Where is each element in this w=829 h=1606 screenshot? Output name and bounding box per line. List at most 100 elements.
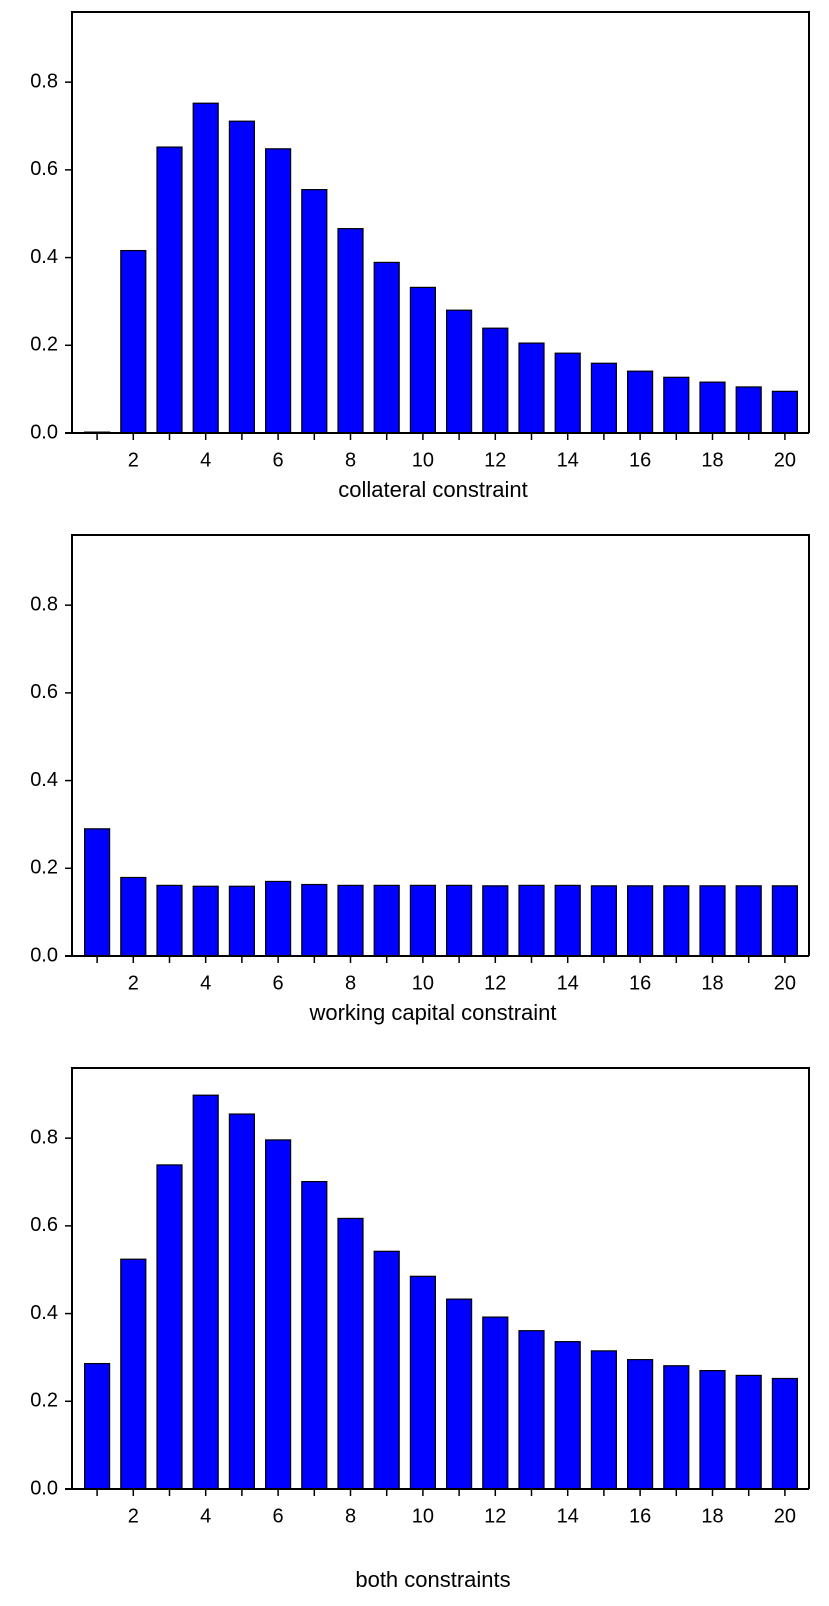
- y-tick-label: 0.4: [30, 246, 58, 268]
- bar: [446, 309, 473, 434]
- y-tick-label: 0.6: [30, 158, 58, 180]
- y-tick-label: 0.2: [30, 334, 58, 356]
- x-tick-label: 14: [557, 1505, 579, 1527]
- bar: [156, 1164, 183, 1490]
- x-tick-label: 16: [629, 972, 651, 994]
- frame: [71, 1067, 810, 1489]
- x-tick-label: 16: [629, 449, 651, 471]
- x-tick-label: 2: [128, 972, 139, 994]
- bar: [265, 1139, 292, 1490]
- y-tick-label: 0.4: [30, 769, 58, 791]
- bar: [590, 362, 618, 434]
- bar: [337, 228, 364, 434]
- x-tick-label: 12: [484, 449, 506, 471]
- x-tick-label: 20: [774, 1505, 796, 1527]
- bar: [373, 1250, 400, 1490]
- bar: [554, 352, 581, 434]
- x-tick-label: 18: [701, 972, 723, 994]
- y-tick-label: 0.0: [30, 1477, 58, 1499]
- bar: [409, 286, 436, 434]
- bar: [228, 120, 255, 434]
- bar: [265, 880, 292, 957]
- x-tick-label: 8: [345, 1505, 356, 1527]
- bar: [699, 381, 726, 434]
- bar: [554, 1341, 581, 1490]
- frame: [71, 11, 810, 433]
- bar: [446, 884, 473, 957]
- x-tick-label: 10: [412, 972, 434, 994]
- bar: [192, 885, 219, 957]
- bar: [337, 884, 364, 957]
- bar: [518, 1330, 545, 1490]
- x-tick-label: 10: [412, 1505, 434, 1527]
- bar: [518, 884, 545, 957]
- bar: [156, 884, 183, 957]
- bar: [699, 1369, 726, 1490]
- bar: [771, 885, 799, 957]
- bar: [735, 1374, 762, 1490]
- bar: [518, 342, 545, 434]
- y-tick-label: 0.6: [30, 681, 58, 703]
- bar: [590, 885, 618, 957]
- bar: [409, 1275, 436, 1490]
- bar: [771, 1377, 799, 1490]
- x-tick-label: 6: [273, 1505, 284, 1527]
- bar: [83, 828, 111, 957]
- bar: [301, 1180, 328, 1490]
- bar: [663, 1365, 690, 1490]
- y-tick-label: 0.8: [30, 70, 58, 92]
- bar: [735, 885, 762, 957]
- x-tick-label: 10: [412, 449, 434, 471]
- bar: [626, 885, 654, 957]
- x-tick-label: 16: [629, 1505, 651, 1527]
- bar: [120, 876, 147, 957]
- x-tick-label: 20: [774, 449, 796, 471]
- x-tick-label: 14: [557, 449, 579, 471]
- y-tick-label: 0.6: [30, 1214, 58, 1236]
- bar: [409, 884, 436, 957]
- bar: [337, 1217, 364, 1490]
- y-tick-label: 0.0: [30, 944, 58, 966]
- bar: [228, 1113, 255, 1490]
- x-tick-label: 4: [200, 449, 211, 471]
- bar: [301, 189, 328, 434]
- bar: [446, 1298, 473, 1490]
- y-tick-label: 0.2: [30, 857, 58, 879]
- x-tick-label: 4: [200, 1505, 211, 1527]
- bar: [735, 386, 762, 434]
- bar: [663, 885, 690, 957]
- bar: [482, 1316, 509, 1490]
- x-axis-label: collateral constraint: [338, 477, 528, 502]
- x-tick-label: 6: [273, 449, 284, 471]
- x-tick-label: 20: [774, 972, 796, 994]
- x-tick-label: 14: [557, 972, 579, 994]
- frame: [71, 534, 810, 956]
- bar: [192, 102, 219, 434]
- bar: [663, 376, 690, 434]
- bar: [482, 885, 509, 957]
- x-tick-label: 12: [484, 1505, 506, 1527]
- x-axis-label: both constraints: [355, 1567, 510, 1592]
- x-tick-label: 2: [128, 1505, 139, 1527]
- bar: [699, 885, 726, 957]
- x-axis-label: working capital constraint: [308, 1000, 556, 1025]
- x-tick-label: 6: [273, 972, 284, 994]
- x-tick-label: 2: [128, 449, 139, 471]
- bar: [590, 1350, 618, 1490]
- y-tick-label: 0.4: [30, 1302, 58, 1324]
- bar: [482, 327, 509, 434]
- x-tick-label: 8: [345, 449, 356, 471]
- bar: [626, 1359, 654, 1490]
- x-tick-label: 18: [701, 1505, 723, 1527]
- bar: [120, 249, 147, 434]
- bar: [83, 1362, 111, 1490]
- bar: [626, 370, 654, 434]
- bar: [120, 1258, 147, 1490]
- bar: [156, 146, 183, 434]
- bar: [228, 885, 255, 957]
- bar: [771, 390, 799, 434]
- y-tick-label: 0.8: [30, 1126, 58, 1148]
- bar: [373, 884, 400, 957]
- bar: [265, 148, 292, 434]
